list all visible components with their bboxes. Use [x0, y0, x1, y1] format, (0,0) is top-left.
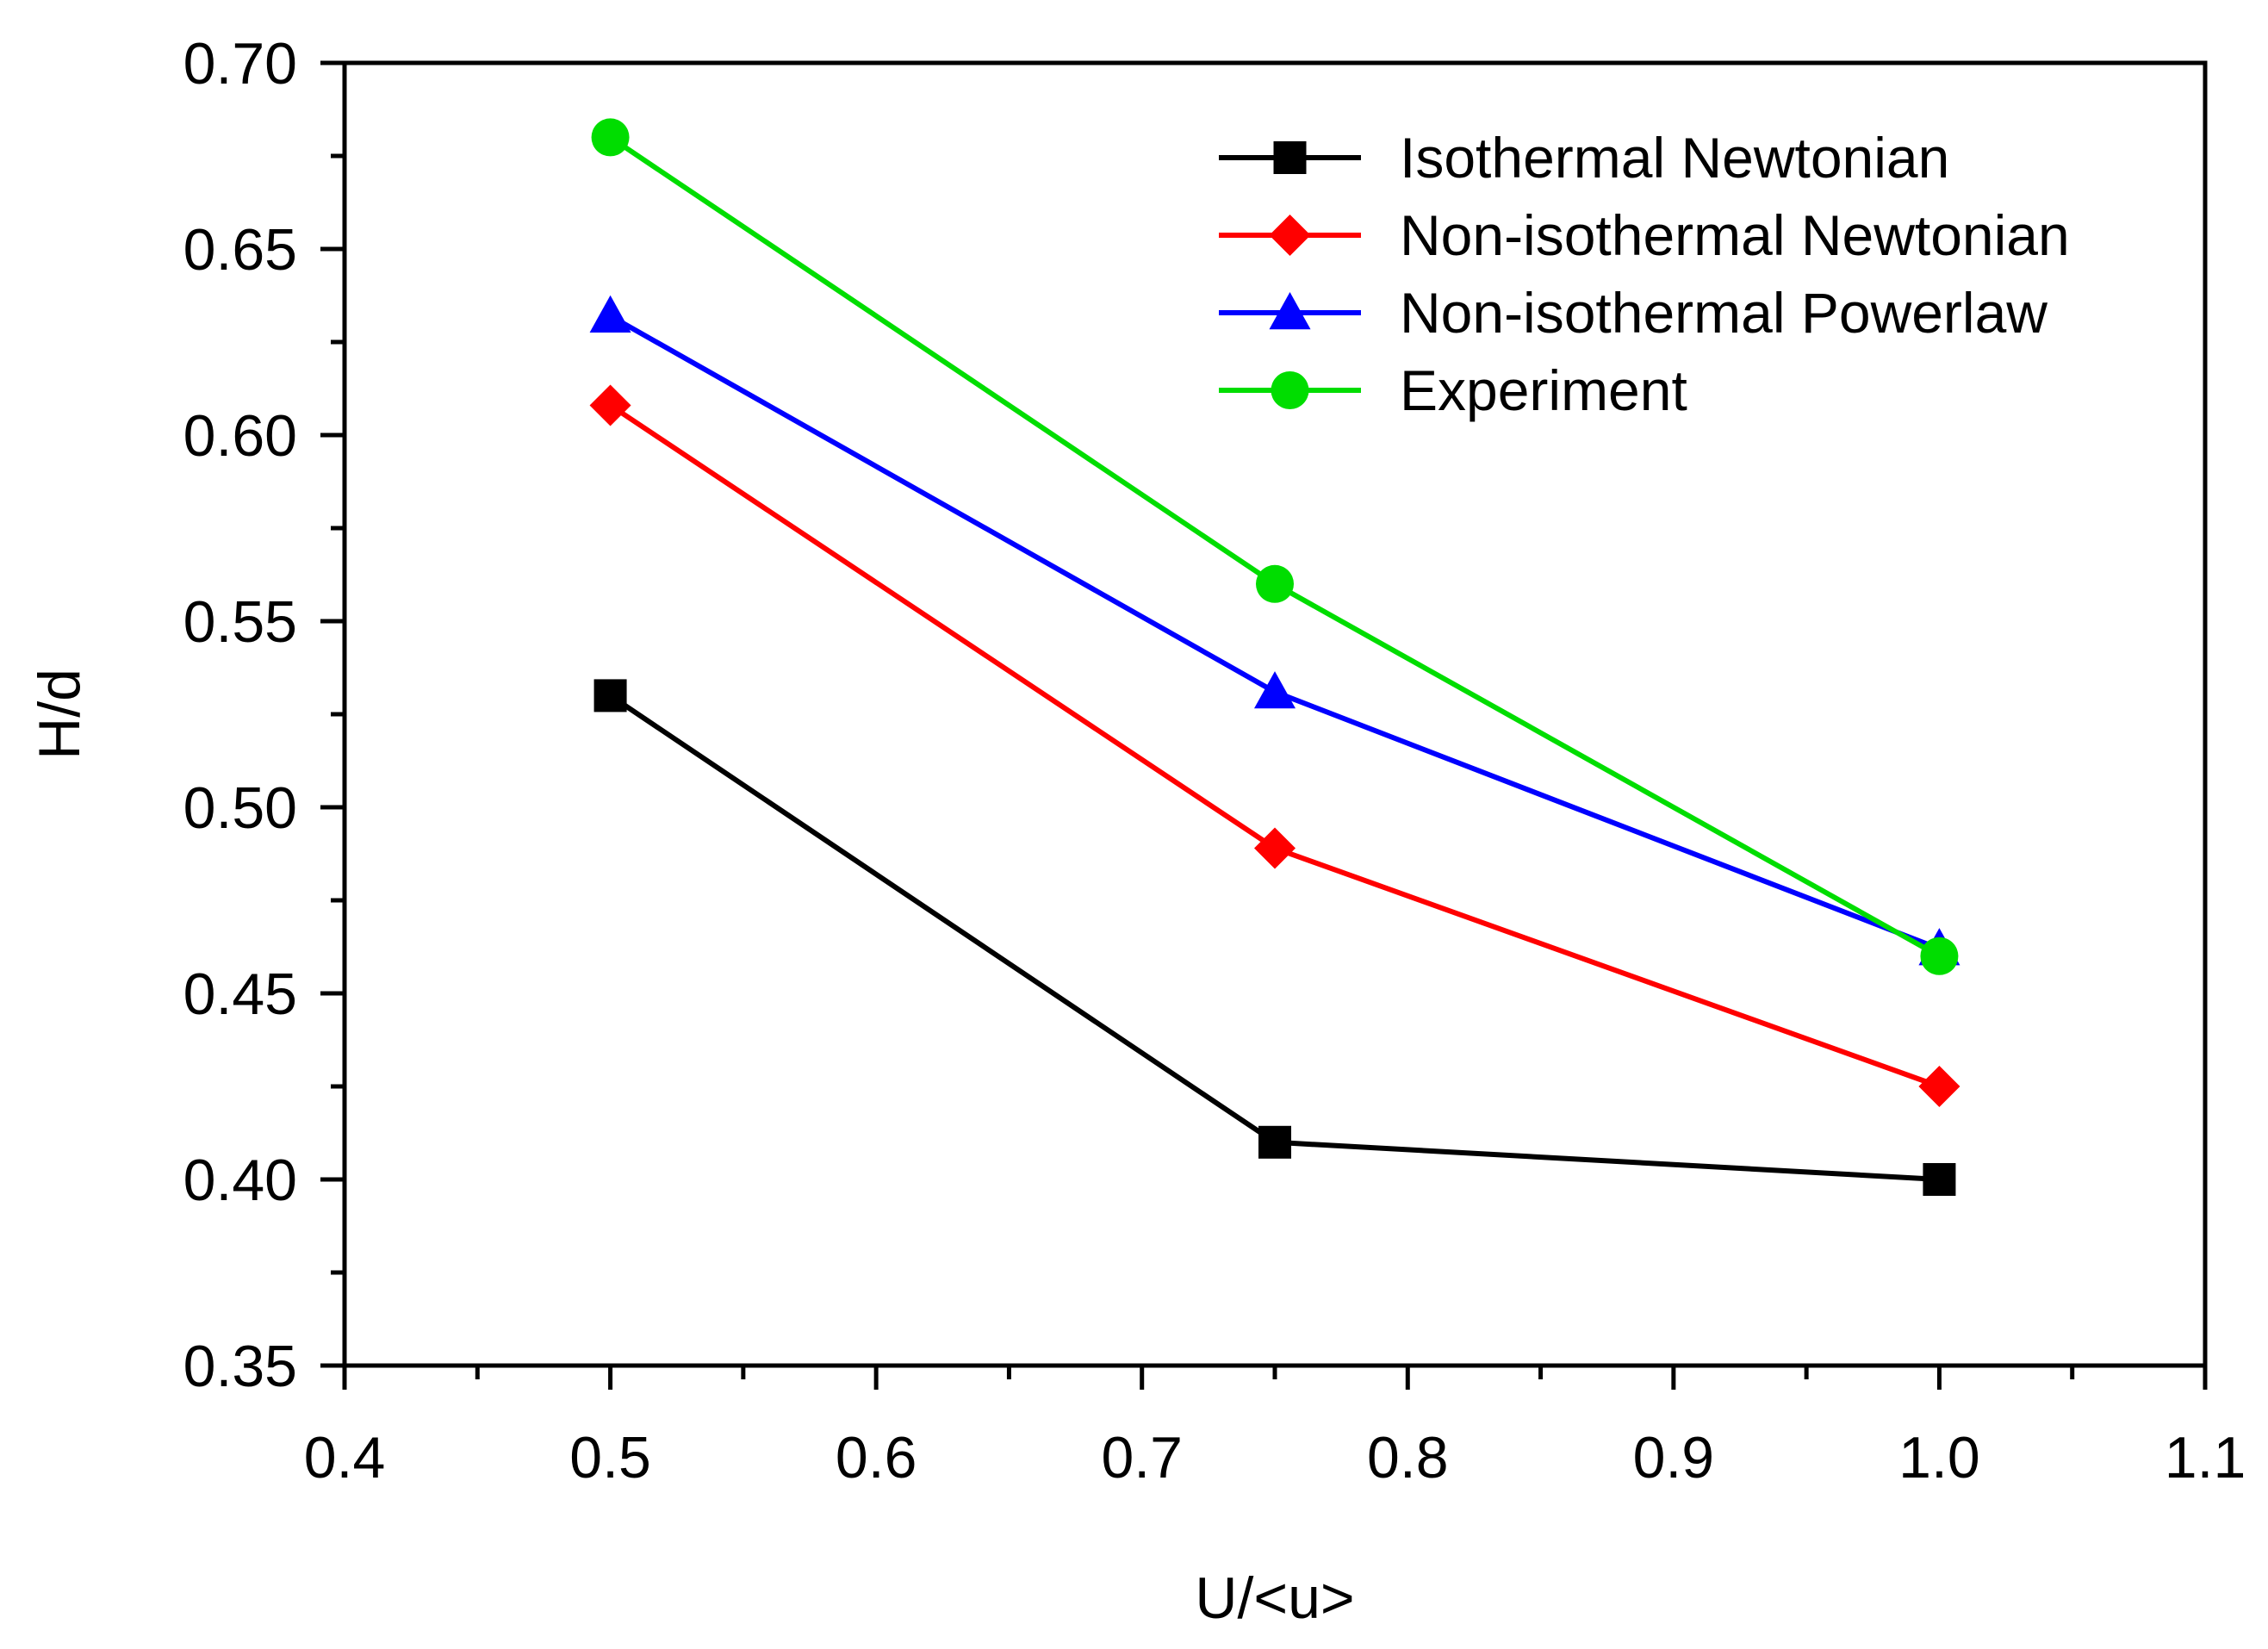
data-point	[1918, 1066, 1960, 1107]
y-tick-label: 0.40	[183, 1148, 297, 1213]
series-experiment	[591, 118, 1959, 975]
x-tick-label: 0.7	[1101, 1425, 1183, 1490]
legend-item: Experiment	[1219, 358, 1687, 422]
legend-label: Experiment	[1400, 358, 1687, 422]
legend-marker	[1269, 215, 1311, 256]
x-tick-label: 0.8	[1367, 1425, 1449, 1490]
legend-item: Non-isothermal Newtonian	[1219, 203, 2070, 267]
data-point	[589, 384, 631, 426]
y-tick-label: 0.70	[183, 31, 297, 96]
series-isothermal-newtonian	[593, 679, 1956, 1196]
y-tick-label: 0.65	[183, 217, 297, 283]
data-point	[1254, 827, 1296, 869]
legend-label: Isothermal Newtonian	[1400, 126, 1949, 190]
x-tick-label: 0.9	[1633, 1425, 1715, 1490]
legend-item: Non-isothermal Powerlaw	[1219, 281, 2047, 345]
data-point	[589, 295, 631, 333]
series-line	[608, 693, 1940, 1182]
y-tick-label: 0.35	[183, 1334, 297, 1399]
data-point	[1256, 564, 1294, 603]
y-axis-title: H/d	[27, 669, 92, 760]
data-point	[1920, 937, 1959, 975]
legend-item: Isothermal Newtonian	[1219, 126, 1949, 190]
x-axis-title: U/<u>	[1195, 1565, 1354, 1631]
x-tick-label: 0.5	[569, 1425, 651, 1490]
series-non-isothermal-newtonian	[589, 384, 1960, 1107]
y-tick-label: 0.45	[183, 961, 297, 1027]
legend: Isothermal Newtonian Non-isothermal Newto…	[1219, 126, 2070, 422]
y-tick-label: 0.50	[183, 775, 297, 841]
legend-marker	[1273, 141, 1307, 174]
x-tick-label: 1.0	[1898, 1425, 1980, 1490]
data-point	[1923, 1163, 1956, 1196]
x-tick-label: 0.6	[836, 1425, 917, 1490]
y-axis-ticks: 0.35 0.40 0.45 0.50 0.55 0.60 0.65 0.70	[183, 31, 345, 1399]
x-tick-label: 0.4	[304, 1425, 386, 1490]
x-tick-label: 1.1	[2165, 1425, 2246, 1490]
series-line	[608, 402, 1941, 1089]
legend-label: Non-isothermal Powerlaw	[1400, 281, 2047, 345]
legend-label: Non-isothermal Newtonian	[1400, 203, 2070, 267]
x-axis-ticks: 0.4 0.5 0.6 0.7 0.8 0.9 1.0 1.1	[304, 1366, 2246, 1490]
y-tick-label: 0.55	[183, 589, 297, 655]
legend-marker	[1269, 292, 1311, 330]
data-point	[1258, 1125, 1291, 1159]
data-point	[591, 118, 630, 157]
data-point	[593, 679, 627, 712]
legend-marker	[1271, 371, 1309, 409]
data-point	[1254, 671, 1296, 709]
y-tick-label: 0.60	[183, 403, 297, 469]
series-layer	[589, 118, 1960, 1196]
